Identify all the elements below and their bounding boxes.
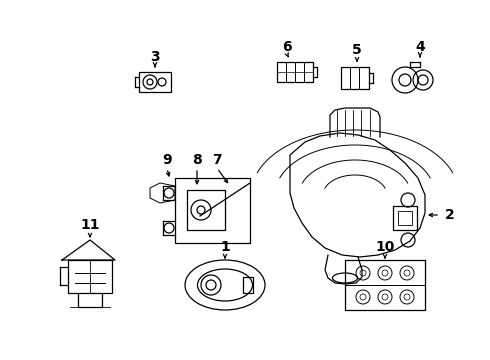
Text: 7: 7 <box>212 153 222 167</box>
Text: 2: 2 <box>445 208 455 222</box>
Text: 3: 3 <box>150 50 160 64</box>
Text: 4: 4 <box>415 40 425 54</box>
Text: 11: 11 <box>80 218 100 232</box>
Text: 10: 10 <box>375 240 394 254</box>
Text: 5: 5 <box>352 43 362 57</box>
Text: 6: 6 <box>282 40 292 54</box>
Text: 9: 9 <box>162 153 172 167</box>
Text: 1: 1 <box>220 240 230 254</box>
Text: 8: 8 <box>192 153 202 167</box>
